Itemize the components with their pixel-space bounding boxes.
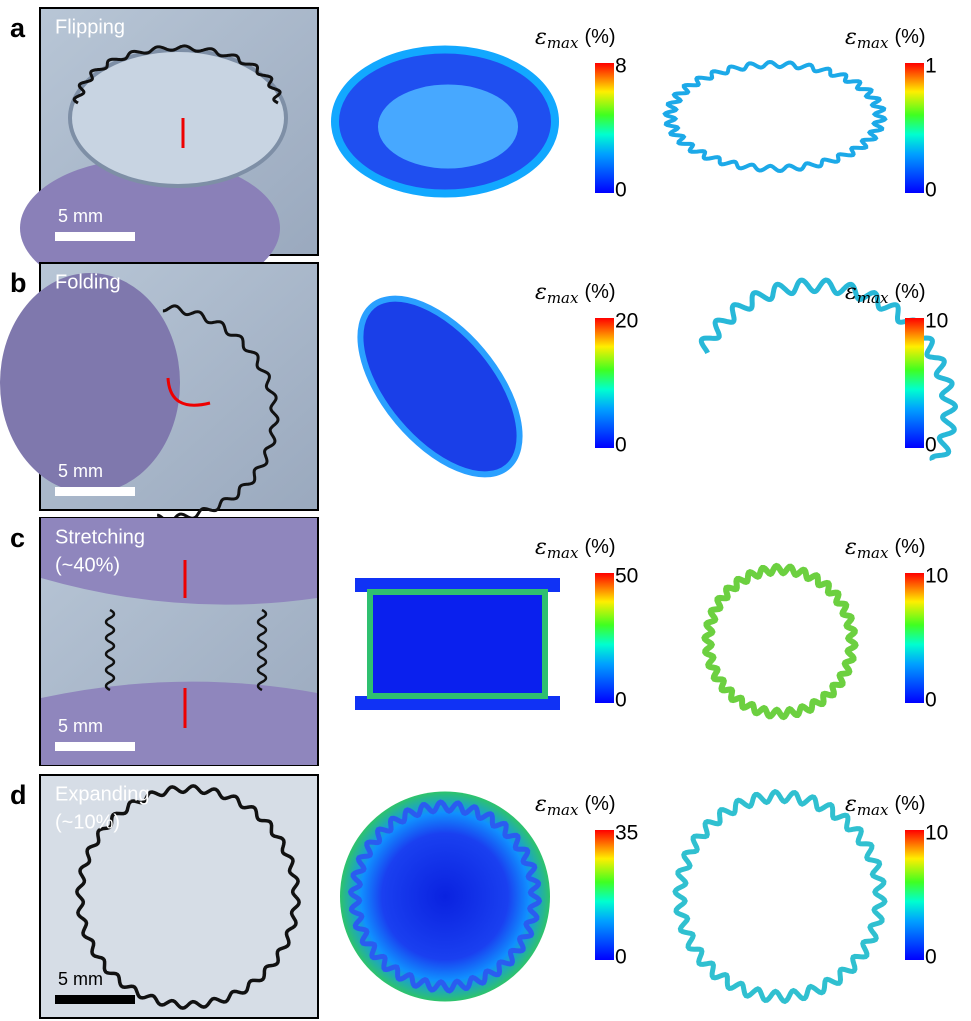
colorbar-title-part: max xyxy=(547,34,579,52)
colorbar-max: 8 xyxy=(615,55,627,78)
photo-caption: Folding xyxy=(55,271,121,293)
photo-caption: Flipping xyxy=(55,16,125,38)
colorbar-title-part: max xyxy=(857,801,889,819)
colorbar-title-part: (%) xyxy=(584,26,615,48)
figure: aFlipping5 mmεmax(%)80εmax(%)10bFolding5… xyxy=(0,0,971,1021)
colorbar-max: 20 xyxy=(615,310,638,333)
colorbar-min: 0 xyxy=(925,179,937,202)
photo-caption: (~40%) xyxy=(55,554,120,576)
colorbar-title: εmax (%) xyxy=(845,280,926,307)
colorbar-title-part: ε xyxy=(845,280,857,305)
photo: Folding 5 mm xyxy=(0,263,318,522)
colorbar-min: 0 xyxy=(925,434,937,457)
panel-letter: a xyxy=(10,13,26,43)
colorbar xyxy=(595,830,614,960)
colorbar-max: 10 xyxy=(925,565,948,588)
colorbar-title-part: (%) xyxy=(584,536,615,558)
colorbar-title-part: ε xyxy=(535,25,547,50)
colorbar-title-part: ε xyxy=(535,792,547,817)
scale-bar-label: 5 mm xyxy=(58,716,103,736)
electrode-sim xyxy=(705,566,856,717)
colorbar-title-part: max xyxy=(857,34,889,52)
colorbar xyxy=(905,830,924,960)
expand-sim xyxy=(340,792,550,1002)
scale-bar xyxy=(55,995,135,1004)
scale-bar xyxy=(55,487,135,496)
simulation-electrode xyxy=(675,792,885,1002)
colorbar-title: εmax (%) xyxy=(845,25,926,52)
photo: Expanding (~10%) 5 mm xyxy=(40,775,318,1018)
colorbar-title-part: max xyxy=(547,289,579,307)
electrode-sim xyxy=(665,62,885,171)
colorbar-min: 0 xyxy=(615,179,627,202)
colorbar-title-part: max xyxy=(857,289,889,307)
photo-caption: Stretching xyxy=(55,526,145,548)
colorbar-max: 35 xyxy=(615,822,638,845)
scale-bar xyxy=(55,232,135,241)
panel-letter: c xyxy=(10,523,25,553)
colorbar-title: εmax (%) xyxy=(535,25,616,52)
colorbar-title: εmax (%) xyxy=(535,792,616,819)
colorbar xyxy=(595,318,614,448)
photo: Stretching (~40%) 5 mm xyxy=(40,518,318,765)
electrode-sim xyxy=(675,792,885,1002)
panel-letter: b xyxy=(10,268,27,298)
simulation-substrate xyxy=(330,271,549,503)
colorbar-title-part: (%) xyxy=(894,281,925,303)
colorbar xyxy=(905,63,924,193)
colorbar-title-part: (%) xyxy=(894,26,925,48)
colorbar-title-part: max xyxy=(547,544,579,562)
colorbar-max: 50 xyxy=(615,565,638,588)
colorbar-min: 0 xyxy=(925,689,937,712)
colorbar-title: εmax (%) xyxy=(535,535,616,562)
photo-caption: Expanding xyxy=(55,783,150,805)
colorbar xyxy=(905,318,924,448)
colorbar-max: 1 xyxy=(925,55,937,78)
colorbar-title-part: ε xyxy=(535,280,547,305)
scale-bar-label: 5 mm xyxy=(58,206,103,226)
photo-caption: (~10%) xyxy=(55,811,120,833)
colorbar-min: 0 xyxy=(615,946,627,969)
colorbar-title-part: ε xyxy=(535,535,547,560)
colorbar-title-part: ε xyxy=(845,25,857,50)
colorbar-min: 0 xyxy=(615,434,627,457)
colorbar xyxy=(595,573,614,703)
scale-bar-label: 5 mm xyxy=(58,969,103,989)
simulation-electrode xyxy=(665,62,885,171)
colorbar-title: εmax (%) xyxy=(845,535,926,562)
simulation-substrate xyxy=(355,578,560,710)
colorbar-max: 10 xyxy=(925,822,948,845)
colorbar-title: εmax (%) xyxy=(535,280,616,307)
colorbar-title-part: max xyxy=(547,801,579,819)
simulation-substrate xyxy=(335,50,555,194)
colorbar-title-part: (%) xyxy=(584,793,615,815)
bowl-inner xyxy=(378,85,518,169)
colorbar xyxy=(905,573,924,703)
panel-letter: d xyxy=(10,780,27,810)
colorbar-min: 0 xyxy=(615,689,627,712)
colorbar xyxy=(595,63,614,193)
colorbar-title-part: (%) xyxy=(584,281,615,303)
colorbar-title-part: (%) xyxy=(894,536,925,558)
scale-bar xyxy=(55,742,135,751)
simulation-substrate xyxy=(340,792,550,1002)
simulation-electrode xyxy=(705,566,856,717)
fold-sim xyxy=(330,271,549,503)
photo: Flipping 5 mm xyxy=(20,8,318,298)
colorbar-title: εmax (%) xyxy=(845,792,926,819)
colorbar-max: 10 xyxy=(925,310,948,333)
colorbar-min: 0 xyxy=(925,946,937,969)
scale-bar-label: 5 mm xyxy=(58,461,103,481)
colorbar-title-part: max xyxy=(857,544,889,562)
colorbar-title-part: ε xyxy=(845,792,857,817)
colorbar-title-part: (%) xyxy=(894,793,925,815)
stretch-sim xyxy=(370,592,545,696)
colorbar-title-part: ε xyxy=(845,535,857,560)
